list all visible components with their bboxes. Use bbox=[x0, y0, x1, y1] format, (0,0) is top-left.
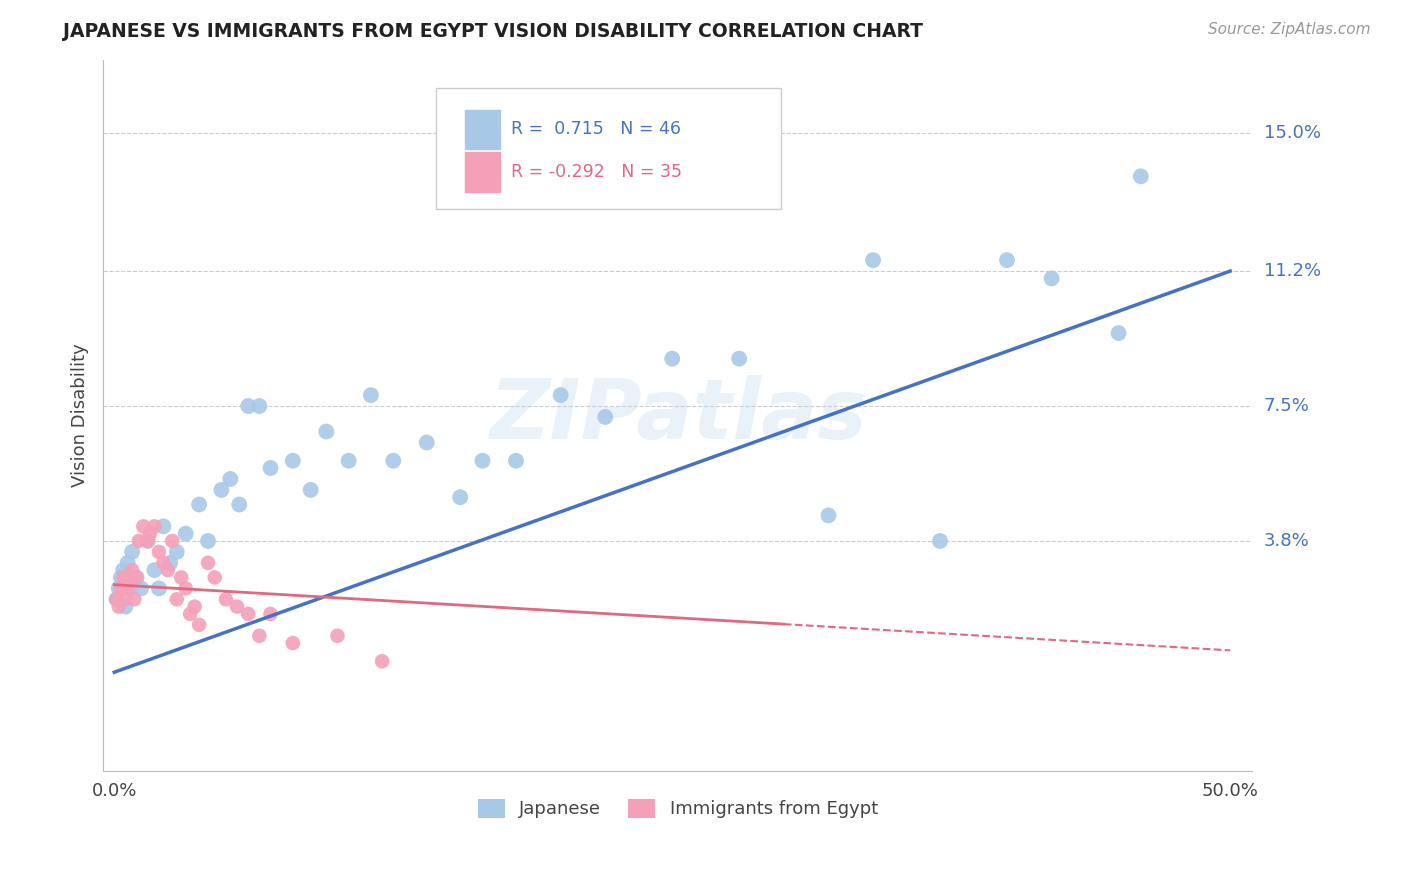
Point bbox=[326, 629, 349, 643]
Point bbox=[152, 556, 174, 570]
Point bbox=[166, 592, 188, 607]
Point bbox=[505, 454, 527, 468]
Point bbox=[166, 545, 188, 559]
Point bbox=[259, 461, 281, 475]
Point bbox=[281, 454, 304, 468]
Point bbox=[148, 582, 170, 596]
Point bbox=[215, 592, 238, 607]
Text: Source: ZipAtlas.com: Source: ZipAtlas.com bbox=[1208, 22, 1371, 37]
Point bbox=[148, 545, 170, 559]
Point bbox=[661, 351, 683, 366]
Point bbox=[112, 570, 135, 584]
Legend: Japanese, Immigrants from Egypt: Japanese, Immigrants from Egypt bbox=[471, 792, 886, 826]
Text: 11.2%: 11.2% bbox=[1264, 262, 1320, 280]
Point bbox=[259, 607, 281, 621]
Point bbox=[188, 617, 211, 632]
Point bbox=[152, 519, 174, 533]
Point bbox=[110, 582, 132, 596]
Point bbox=[315, 425, 337, 439]
Point bbox=[114, 592, 136, 607]
Point bbox=[219, 472, 242, 486]
Point bbox=[139, 526, 162, 541]
Point bbox=[156, 563, 179, 577]
Point bbox=[817, 508, 839, 523]
Point bbox=[550, 388, 572, 402]
Point bbox=[995, 253, 1018, 268]
Point bbox=[118, 570, 141, 584]
Point bbox=[228, 498, 250, 512]
Text: ZIPatlas: ZIPatlas bbox=[489, 375, 866, 456]
Point bbox=[1040, 271, 1063, 285]
Point bbox=[183, 599, 205, 614]
Point bbox=[159, 556, 181, 570]
Point bbox=[247, 629, 270, 643]
Point bbox=[105, 592, 128, 607]
Point bbox=[360, 388, 382, 402]
Text: 3.8%: 3.8% bbox=[1264, 532, 1309, 550]
Bar bbox=[465, 153, 499, 192]
Point bbox=[1108, 326, 1130, 340]
Point bbox=[128, 533, 150, 548]
Y-axis label: Vision Disability: Vision Disability bbox=[72, 343, 89, 487]
Point bbox=[337, 454, 360, 468]
Point bbox=[110, 570, 132, 584]
Point bbox=[174, 582, 197, 596]
Point bbox=[125, 570, 148, 584]
Text: JAPANESE VS IMMIGRANTS FROM EGYPT VISION DISABILITY CORRELATION CHART: JAPANESE VS IMMIGRANTS FROM EGYPT VISION… bbox=[63, 22, 924, 41]
Point bbox=[449, 490, 471, 504]
Point bbox=[238, 399, 260, 413]
Point bbox=[226, 599, 249, 614]
Point bbox=[174, 526, 197, 541]
Point bbox=[371, 654, 394, 668]
Point bbox=[107, 599, 129, 614]
Point bbox=[416, 435, 439, 450]
Point bbox=[121, 563, 143, 577]
Point bbox=[125, 570, 148, 584]
Point bbox=[728, 351, 751, 366]
Point bbox=[117, 556, 139, 570]
Point bbox=[209, 483, 232, 497]
Point bbox=[929, 533, 952, 548]
Point bbox=[188, 498, 211, 512]
Point bbox=[129, 582, 152, 596]
Point bbox=[143, 563, 166, 577]
Point bbox=[238, 607, 260, 621]
Point bbox=[121, 545, 143, 559]
Point bbox=[105, 592, 128, 607]
Point bbox=[112, 563, 135, 577]
Point bbox=[170, 570, 193, 584]
Point bbox=[132, 519, 155, 533]
Point bbox=[117, 582, 139, 596]
Text: 7.5%: 7.5% bbox=[1264, 397, 1309, 415]
Point bbox=[197, 556, 219, 570]
Bar bbox=[465, 110, 499, 149]
Point bbox=[136, 533, 159, 548]
Point bbox=[107, 582, 129, 596]
Point bbox=[593, 409, 616, 424]
Point bbox=[118, 582, 141, 596]
Point bbox=[471, 454, 494, 468]
Point bbox=[1129, 169, 1152, 184]
Point bbox=[247, 399, 270, 413]
Point bbox=[197, 533, 219, 548]
Point bbox=[382, 454, 405, 468]
Point bbox=[162, 533, 184, 548]
Text: 15.0%: 15.0% bbox=[1264, 123, 1320, 142]
Point bbox=[136, 533, 159, 548]
Point bbox=[114, 599, 136, 614]
Point bbox=[143, 519, 166, 533]
Point bbox=[124, 592, 146, 607]
FancyBboxPatch shape bbox=[436, 88, 782, 209]
Point bbox=[204, 570, 226, 584]
Text: R =  0.715   N = 46: R = 0.715 N = 46 bbox=[512, 120, 681, 138]
Point bbox=[179, 607, 201, 621]
Point bbox=[281, 636, 304, 650]
Point bbox=[862, 253, 884, 268]
Point bbox=[299, 483, 322, 497]
Text: R = -0.292   N = 35: R = -0.292 N = 35 bbox=[512, 163, 682, 181]
